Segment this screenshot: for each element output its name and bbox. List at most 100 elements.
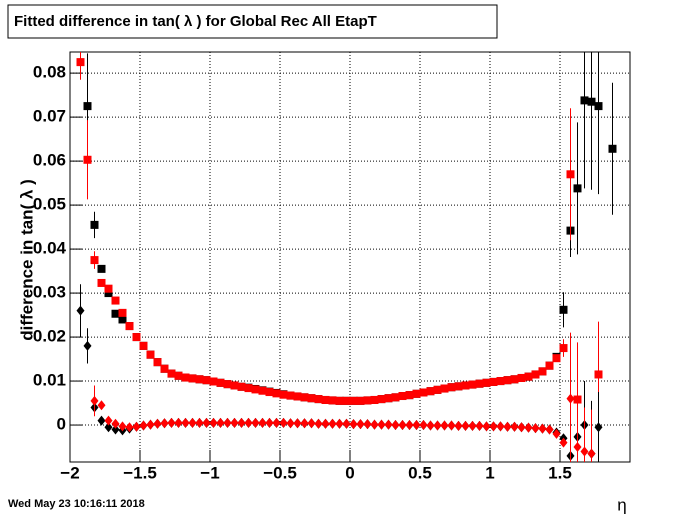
square-marker (293, 392, 302, 401)
diamond-marker (384, 419, 393, 430)
square-marker (328, 396, 337, 405)
diamond-marker (195, 417, 204, 428)
square-marker (559, 305, 568, 314)
square-marker (489, 377, 498, 386)
diamond-marker (454, 420, 463, 431)
diamond-marker (580, 446, 589, 457)
diamond-marker (370, 419, 379, 430)
square-marker (594, 370, 603, 379)
diamond-marker (594, 422, 603, 433)
square-marker (342, 396, 351, 405)
diamond-marker (146, 419, 155, 430)
square-marker (405, 391, 414, 400)
diamond-marker (237, 417, 246, 428)
diamond-marker (286, 418, 295, 429)
diamond-marker (552, 428, 561, 439)
diamond-marker (566, 393, 575, 404)
diamond-marker (188, 417, 197, 428)
diamond-marker (132, 421, 141, 432)
square-marker (335, 396, 344, 405)
diamond-marker (111, 418, 120, 429)
square-marker (419, 388, 428, 397)
square-marker (132, 333, 141, 342)
y-tick-label: 0.08 (33, 63, 66, 82)
diamond-marker (475, 420, 484, 431)
diamond-marker (328, 418, 337, 429)
diamond-marker (587, 448, 596, 459)
square-marker (559, 344, 568, 353)
diamond-marker (489, 421, 498, 432)
diamond-marker (167, 417, 176, 428)
diamond-marker (293, 418, 302, 429)
diamond-marker (349, 419, 358, 430)
diamond-marker (559, 437, 568, 448)
square-marker (118, 315, 127, 324)
diamond-marker (412, 420, 421, 431)
diamond-marker (398, 420, 407, 431)
diamond-marker (118, 421, 127, 432)
diamond-marker (426, 420, 435, 431)
square-marker (181, 373, 190, 382)
diamond-marker (321, 418, 330, 429)
diamond-marker (230, 417, 239, 428)
square-marker (139, 341, 148, 350)
square-marker (83, 155, 92, 164)
diamond-marker (335, 418, 344, 429)
square-marker (97, 278, 106, 287)
square-marker (545, 361, 554, 370)
diamond-marker (272, 417, 281, 428)
square-marker (300, 393, 309, 402)
square-marker (454, 382, 463, 391)
square-marker (314, 395, 323, 404)
square-marker (230, 381, 239, 390)
square-marker (370, 395, 379, 404)
title-box (7, 4, 498, 39)
diamond-marker (531, 423, 540, 434)
y-tick-label: 0.07 (33, 107, 66, 126)
y-tick-label: 0.04 (33, 239, 67, 258)
diamond-marker (258, 417, 267, 428)
square-marker (118, 308, 127, 317)
diamond-marker (104, 415, 113, 426)
x-tick-label: −1.5 (123, 463, 157, 482)
diamond-marker (251, 417, 260, 428)
x-tick-label: 0.5 (408, 463, 432, 482)
y-tick-label: 0.02 (33, 327, 66, 346)
square-marker (111, 309, 120, 318)
square-marker (244, 384, 253, 393)
diamond-marker (223, 417, 232, 428)
square-marker (104, 284, 113, 293)
square-marker (258, 386, 267, 395)
diamond-marker (391, 420, 400, 431)
square-marker (433, 385, 442, 394)
square-marker (265, 388, 274, 397)
square-marker (587, 97, 596, 106)
square-marker (580, 96, 589, 105)
diamond-marker (524, 422, 533, 433)
square-marker (272, 389, 281, 398)
square-marker (356, 396, 365, 405)
square-marker (475, 379, 484, 388)
diamond-marker (104, 422, 113, 433)
diamond-marker (153, 418, 162, 429)
y-tick-label: 0 (57, 415, 66, 434)
diamond-marker (538, 423, 547, 434)
square-marker (524, 372, 533, 381)
square-marker (209, 377, 218, 386)
square-marker (510, 375, 519, 384)
footer: Wed May 23 10:16:11 2018 (8, 498, 145, 510)
diamond-marker (461, 420, 470, 431)
diamond-marker (468, 420, 477, 431)
square-marker (125, 322, 134, 331)
square-marker (538, 367, 547, 376)
square-marker (202, 376, 211, 385)
square-marker (594, 102, 603, 111)
diamond-marker (76, 305, 85, 316)
diamond-marker (405, 420, 414, 431)
x-tick-label: 1 (485, 463, 494, 482)
square-marker (391, 393, 400, 402)
x-tick-label: −1 (200, 463, 219, 482)
square-marker (608, 144, 617, 153)
diamond-marker (160, 418, 169, 429)
